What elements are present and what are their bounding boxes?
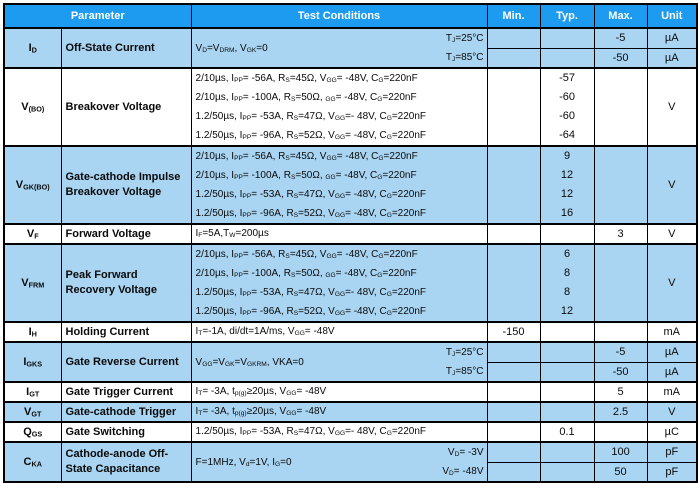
typ-cell [539,223,595,245]
param-name-cell: Gate-cathode Impulse Breakover Voltage [60,145,192,225]
min-cell [486,441,541,483]
typ-cell [539,441,595,483]
table-row: VF Forward Voltage IF=5A,TW=200µs 3 V [3,223,698,245]
table-row: ID Off-State Current VD=VDRM, VGK=0 TJ=25°C… [3,27,698,69]
param-name-cell: Gate Switching [60,421,192,443]
param-symbol-cell: VF [3,223,62,245]
table-row: IGT Gate Trigger Current IT= -3A, tp(g)≥20… [3,381,698,403]
typ-cell: 0.1 [539,421,595,443]
param-name-cell: Off-State Current [60,27,192,69]
header-row: Parameter Test Conditions Min. Typ. Max.… [3,3,698,29]
col-header-parameter: Parameter [3,3,192,29]
test-conditions-cell: IF=5A,TW=200µs [190,223,488,245]
table-row: VFRM Peak Forward Recovery Voltage 2/10µs,… [3,243,698,323]
max-cell: 2.5 [593,401,648,423]
unit-cell: V [646,401,698,423]
typ-cell: 9 12 12 16 [539,145,595,225]
param-name-cell: Holding Current [60,321,192,343]
max-cell: -5 -50 [593,27,648,69]
param-symbol-cell: V(BO) [3,67,62,147]
typ-cell [539,321,595,343]
typ-cell [539,27,595,69]
col-header-test-conditions: Test Conditions [190,3,488,29]
col-header-unit: Unit [646,3,698,29]
max-cell [593,145,648,225]
min-cell [486,27,541,69]
min-cell: -150 [486,321,541,343]
test-conditions-cell: 2/10µs, IPP= -56A, RS=45Ω, VGG= -48V, CG… [190,67,488,147]
test-conditions-cell: 1.2/50µs, IPP= -53A, RS=47Ω, VGG=- 48V, … [190,421,488,443]
param-symbol-cell: IH [3,321,62,343]
max-cell [593,321,648,343]
max-cell: -5 -50 [593,341,648,383]
max-cell [593,421,648,443]
unit-cell: mA [646,381,698,403]
test-conditions-cell: 2/10µs, IPP= -56A, RS=45Ω, VGG= -48V, CG… [190,243,488,323]
col-header-typ: Typ. [539,3,595,29]
col-header-max: Max. [593,3,648,29]
test-conditions-cell: VD=VDRM, VGK=0 TJ=25°C TJ=85°C [190,27,488,69]
max-cell: 5 [593,381,648,403]
table-row: IH Holding Current IT=-1A, di/dt=1A/ms, VG… [3,321,698,343]
typ-cell: -57 -60 -60 -64 [539,67,595,147]
unit-cell: µA µA [646,27,698,69]
param-symbol-cell: IGT [3,381,62,403]
param-name-cell: Peak Forward Recovery Voltage [60,243,192,323]
max-cell [593,243,648,323]
param-name-cell: Cathode-anode Off-State Capacitance [60,441,192,483]
col-header-min: Min. [486,3,541,29]
min-cell [486,223,541,245]
typ-cell [539,401,595,423]
table-body: ID Off-State Current VD=VDRM, VGK=0 TJ=25°C… [3,27,698,483]
param-symbol-cell: ID [3,27,62,69]
unit-cell: µA µA [646,341,698,383]
max-cell [593,67,648,147]
test-conditions-cell: IT=-1A, di/dt=1A/ms, VGG= -48V [190,321,488,343]
min-cell [486,341,541,383]
test-conditions-cell: IT= -3A, tp(g)≥20µs, VGG= -48V [190,381,488,403]
max-cell: 3 [593,223,648,245]
param-name-cell: Breakover Voltage [60,67,192,147]
table-row: IGKS Gate Reverse Current VGG=VGK=VGKRM, V… [3,341,698,383]
unit-cell: pF pF [646,441,698,483]
table-row: VGK(BO) Gate-cathode Impulse Breakover Vo… [3,145,698,225]
min-cell [486,381,541,403]
unit-cell: V [646,145,698,225]
test-conditions-cell: F=1MHz, Vd=1V, IG=0 VD= -3V VD= -48V [190,441,488,483]
param-symbol-cell: IGKS [3,341,62,383]
table-row: QGS Gate Switching 1.2/50µs, IPP= -53A, RS… [3,421,698,443]
param-symbol-cell: VGT [3,401,62,423]
table-row: VGT Gate-cathode Trigger IT= -3A, tp(g)≥20… [3,401,698,423]
min-cell [486,401,541,423]
typ-cell [539,381,595,403]
test-conditions-cell: VGG=VGK=VGKRM, VKA=0 TJ=25°C TJ=85°C [190,341,488,383]
unit-cell: mA [646,321,698,343]
min-cell [486,243,541,323]
unit-cell: V [646,243,698,323]
min-cell [486,145,541,225]
electrical-characteristics-table: Parameter Test Conditions Min. Typ. Max.… [3,3,698,483]
param-name-cell: Gate Reverse Current [60,341,192,383]
param-symbol-cell: QGS [3,421,62,443]
test-conditions-cell: 2/10µs, IPP= -56A, RS=45Ω, VGG= -48V, CG… [190,145,488,225]
param-symbol-cell: CKA [3,441,62,483]
param-symbol-cell: VFRM [3,243,62,323]
unit-cell: V [646,223,698,245]
typ-cell [539,341,595,383]
param-name-cell: Gate-cathode Trigger [60,401,192,423]
test-conditions-cell: IT= -3A, tp(g)≥20µs, VGG= -48V [190,401,488,423]
table-row: CKA Cathode-anode Off-State Capacitance F=… [3,441,698,483]
table-row: V(BO) Breakover Voltage 2/10µs, IPP= -56A,… [3,67,698,147]
param-symbol-cell: VGK(BO) [3,145,62,225]
min-cell [486,421,541,443]
param-name-cell: Forward Voltage [60,223,192,245]
typ-cell: 6 8 8 12 [539,243,595,323]
max-cell: 100 50 [593,441,648,483]
min-cell [486,67,541,147]
unit-cell: µC [646,421,698,443]
unit-cell: V [646,67,698,147]
param-name-cell: Gate Trigger Current [60,381,192,403]
